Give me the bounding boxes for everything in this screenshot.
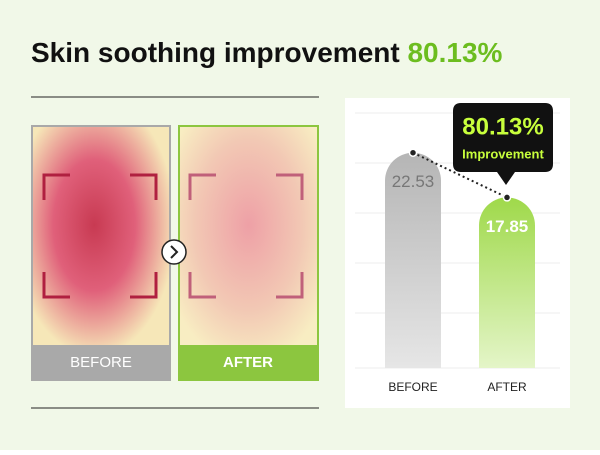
title: Skin soothing improvement 80.13% (31, 37, 503, 68)
point (502, 193, 512, 202)
bar (479, 197, 535, 368)
photo-after (180, 127, 317, 345)
photo-label: AFTER (223, 354, 273, 371)
callout-label: Improvement (462, 146, 544, 161)
title-text: Skin soothing improvement (31, 37, 400, 68)
callout-box (453, 103, 553, 185)
value-label: 17.85 (486, 217, 529, 236)
brackets (42, 173, 158, 299)
photo-label: BEFORE (70, 354, 132, 371)
point (408, 148, 418, 157)
x-tick-label: BEFORE (388, 380, 437, 394)
arrow-icon (161, 239, 187, 265)
arrow-icon (170, 245, 179, 259)
photo-before (33, 127, 169, 345)
brackets (188, 173, 304, 299)
chart: 22.53 BEFORE 17.85 AFTER 80.13% Improvement (385, 103, 553, 394)
callout-value: 80.13% (462, 113, 543, 140)
connector (412, 151, 508, 199)
value-label: 22.53 (392, 172, 435, 191)
x-tick-label: AFTER (487, 380, 527, 394)
bar (385, 152, 442, 368)
title-highlight: 80.13% (407, 37, 502, 68)
